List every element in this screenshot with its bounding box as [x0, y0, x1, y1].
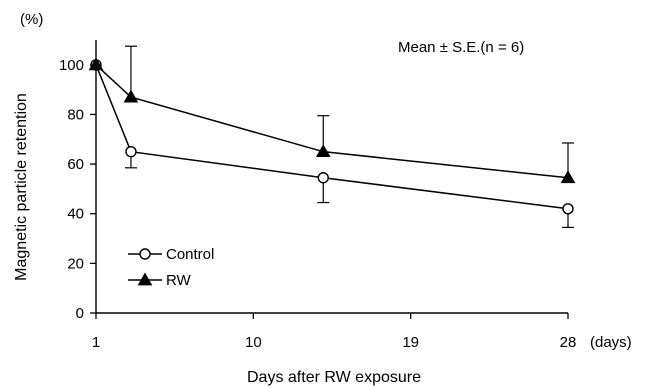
legend-rw-label: RW — [166, 272, 192, 289]
rw-data-point — [315, 144, 331, 158]
y-unit-label: (%) — [20, 11, 43, 28]
y-tick-label: 80 — [67, 106, 84, 123]
control-data-point — [125, 145, 137, 158]
legend-control-label: Control — [166, 246, 214, 263]
x-tick-label: 10 — [245, 334, 262, 351]
control-data-point — [317, 172, 329, 184]
legend-rw-marker — [137, 272, 153, 286]
y-tick-label: 0 — [76, 305, 84, 322]
x-tick-label: 1 — [92, 334, 100, 351]
rw-data-point — [88, 57, 104, 71]
rw-data-point — [560, 170, 576, 184]
x-tick-label: 19 — [402, 334, 419, 351]
y-tick-label: 40 — [67, 206, 84, 223]
control-data-point — [562, 203, 574, 215]
rw-series-line — [95, 64, 569, 179]
annotation-text: Mean ± S.E.(n = 6) — [398, 39, 524, 56]
x-unit-label: (days) — [590, 334, 632, 351]
x-axis-title: Days after RW exposure — [247, 369, 421, 386]
y-axis-title: Magnetic particle retention — [13, 93, 30, 281]
rw-data-point — [123, 89, 139, 103]
control-series-line — [95, 64, 569, 210]
y-tick-label: 20 — [67, 255, 84, 272]
y-tick-label: 60 — [67, 156, 84, 173]
legend-control-marker — [139, 248, 151, 260]
y-tick-label: 100 — [59, 57, 84, 74]
x-tick-label: 28 — [560, 334, 577, 351]
